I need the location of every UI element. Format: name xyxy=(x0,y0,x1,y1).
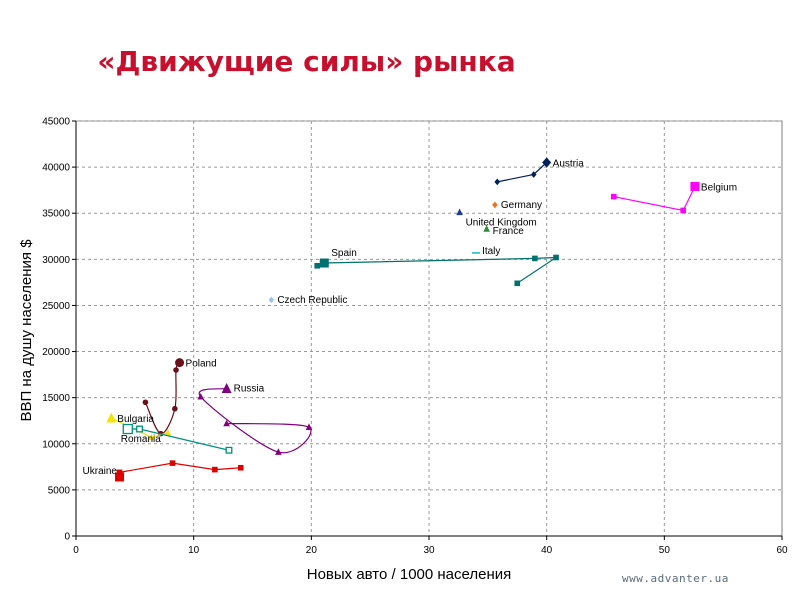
data-point xyxy=(456,208,463,216)
grid xyxy=(75,120,783,537)
data-point xyxy=(106,412,117,423)
data-point xyxy=(164,428,172,436)
data-point xyxy=(305,423,313,430)
series-france xyxy=(483,225,490,232)
watermark: www.advanter.ua xyxy=(622,572,729,585)
data-point xyxy=(223,419,230,427)
point-label-bulgaria: Bulgaria xyxy=(117,414,154,425)
point-label-austria: Austria xyxy=(553,159,585,170)
data-point xyxy=(212,466,218,473)
x-tick-label: 30 xyxy=(423,545,435,556)
point-label-united-kingdom: United Kingdom xyxy=(466,217,537,228)
point-labels: Austria Belgium Germany United KingdomFranc… xyxy=(83,159,738,477)
data-point xyxy=(275,448,282,455)
data-point xyxy=(530,171,537,178)
point-label-spain: Spain xyxy=(331,248,357,259)
series-ukraine xyxy=(115,460,244,482)
y-tick-label: 25000 xyxy=(42,301,70,312)
series-austria xyxy=(494,157,552,186)
series-layer xyxy=(106,157,700,482)
series-spain xyxy=(314,254,559,287)
series-united-kingdom xyxy=(456,208,463,216)
data-point xyxy=(610,193,617,200)
x-tick-label: 50 xyxy=(659,545,671,556)
data-point xyxy=(148,433,155,441)
series-russia xyxy=(197,382,313,455)
point-label-poland: Poland xyxy=(186,359,217,370)
data-point xyxy=(225,446,233,454)
x-tick-label: 20 xyxy=(306,545,318,556)
data-point xyxy=(319,258,329,268)
data-point xyxy=(532,255,538,262)
data-point xyxy=(197,392,205,400)
series-germany xyxy=(492,201,498,209)
y-tick-label: 5000 xyxy=(48,485,71,496)
data-point xyxy=(136,425,143,433)
data-point xyxy=(169,460,176,466)
data-point xyxy=(115,472,125,482)
data-point xyxy=(680,207,686,214)
data-point xyxy=(492,201,498,209)
y-tick-label: 40000 xyxy=(42,163,70,174)
data-point xyxy=(237,464,244,471)
x-tick-label: 0 xyxy=(73,545,79,556)
point-label-romania: Romania xyxy=(121,434,161,445)
y-axis-title: ВВП на душу населения $ xyxy=(18,239,35,422)
x-tick-label: 60 xyxy=(776,545,788,556)
point-label-germany: Germany xyxy=(501,200,542,211)
y-tick-label: 35000 xyxy=(42,209,70,220)
data-point xyxy=(314,262,321,269)
data-point xyxy=(483,225,490,232)
point-label-russia: Russia xyxy=(234,383,265,394)
data-point xyxy=(122,423,133,435)
data-point xyxy=(221,382,232,393)
data-point xyxy=(268,296,275,304)
series-romania xyxy=(122,423,233,454)
point-label-france: France xyxy=(493,226,525,237)
series-poland xyxy=(142,358,185,437)
point-label-ukraine: Ukraine xyxy=(83,466,118,477)
data-point xyxy=(116,469,123,476)
data-point xyxy=(472,251,481,254)
x-axis-title: Новых авто / 1000 населения xyxy=(307,566,512,583)
data-point xyxy=(172,405,178,412)
data-point xyxy=(514,280,521,287)
x-tick-label: 10 xyxy=(188,545,200,556)
series-belgium xyxy=(610,181,700,214)
point-label-italy: Italy xyxy=(482,246,500,257)
y-tick-label: 20000 xyxy=(42,347,70,358)
y-tick-label: 30000 xyxy=(42,255,70,266)
data-point xyxy=(494,178,501,186)
point-label-czech-republic: Czech Republic xyxy=(277,295,347,306)
data-point xyxy=(142,399,149,406)
x-tick-label: 40 xyxy=(541,545,553,556)
data-point xyxy=(553,254,559,261)
slide-title: «Движущие силы» рынка xyxy=(97,45,516,78)
series-italy xyxy=(472,251,481,254)
y-tick-label: 15000 xyxy=(42,393,70,404)
series-czech-republic xyxy=(268,296,275,304)
data-point xyxy=(542,157,552,168)
y-tick-label: 10000 xyxy=(42,439,70,450)
data-point xyxy=(173,367,179,373)
y-tick-label: 45000 xyxy=(42,117,70,128)
y-tick-label: 0 xyxy=(64,532,70,543)
data-point xyxy=(175,358,185,368)
data-point xyxy=(690,181,700,191)
point-label-belgium: Belgium xyxy=(701,182,737,193)
axes: 0 5000 10000 15000 20000 25000 30000 35000 40000… xyxy=(42,117,788,557)
